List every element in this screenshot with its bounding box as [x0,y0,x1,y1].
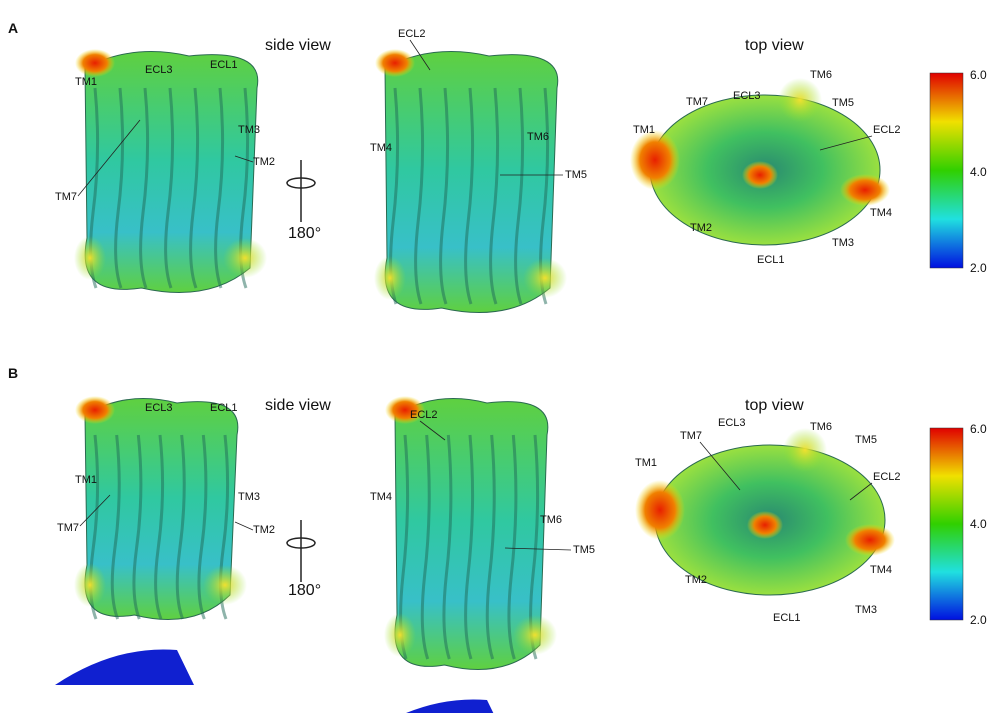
helix-label: TM3 [238,124,260,136]
leader-line [699,441,741,491]
side-view-front-b [55,396,247,685]
helix-label: ECL2 [410,409,438,421]
panel-letter: A [8,20,19,36]
helix-label: ECL1 [757,254,785,266]
colorbar-tick-label: 4.0 [970,517,987,531]
helix-label: TM4 [870,564,892,576]
panel-letter: B [8,365,19,381]
leader-line [79,494,111,527]
helix-label: TM3 [832,237,854,249]
side-view-front-a [74,49,267,293]
helix-label: TM7 [55,191,77,203]
colorbar-a [929,72,964,269]
view-title: side view [265,397,331,414]
helix-label: ECL2 [873,124,901,136]
helix-label: TM5 [832,97,854,109]
view-title: side view [265,37,331,54]
helix-label: ECL1 [210,402,238,414]
side-view-back-a [374,49,567,313]
leader-line [234,155,254,163]
helix-label: TM1 [635,457,657,469]
colorbar-tick-label: 6.0 [970,422,987,436]
leader-line [77,119,141,197]
rotate-icon-a [286,160,316,222]
helix-label: TM7 [686,96,708,108]
helix-label: TM6 [810,421,832,433]
colorbar-tick-label: 4.0 [970,165,987,179]
helix-label: ECL2 [873,471,901,483]
leader-line [409,39,431,71]
rotation-label: 180° [288,582,322,599]
helix-label: TM5 [565,169,587,181]
helix-label: TM2 [253,524,275,536]
colorbar-tick-label: 2.0 [970,613,987,627]
helix-label: TM2 [685,574,707,586]
helix-label: TM1 [75,76,97,88]
helix-label: TM7 [680,430,702,442]
colorbar-tick-label: 6.0 [970,68,987,82]
helix-label: TM5 [855,434,877,446]
helix-label: TM4 [870,207,892,219]
top-view-b [635,428,895,596]
leader-line [819,135,873,151]
view-title: top view [745,397,804,414]
leader-line [234,521,254,531]
leader-line [504,547,572,551]
helix-label: TM4 [370,142,392,154]
helix-label: ECL3 [733,90,761,102]
helix-label: TM6 [810,69,832,81]
helix-label: ECL1 [773,612,801,624]
helix-label: TM6 [540,514,562,526]
helix-label: TM2 [253,156,275,168]
colorbar-b [929,427,964,621]
helix-label: ECL3 [718,417,746,429]
helix-label: TM3 [855,604,877,616]
colorbar-tick-label: 2.0 [970,261,987,275]
leader-line [849,482,873,501]
helix-label: TM3 [238,491,260,503]
helix-label: TM7 [57,522,79,534]
helix-label: TM5 [573,544,595,556]
top-view-a [630,78,890,246]
side-view-back-b [384,396,557,713]
leader-line [419,420,446,441]
rotation-label: 180° [288,225,322,242]
helix-label: ECL3 [145,64,173,76]
helix-label: TM1 [633,124,655,136]
helix-label: ECL1 [210,59,238,71]
helix-label: TM6 [527,131,549,143]
view-title: top view [745,37,804,54]
helix-label: TM4 [370,491,392,503]
helix-label: TM2 [690,222,712,234]
helix-label: ECL2 [398,28,426,40]
helix-label: TM1 [75,474,97,486]
rotate-icon-b [286,520,316,582]
helix-label: ECL3 [145,402,173,414]
